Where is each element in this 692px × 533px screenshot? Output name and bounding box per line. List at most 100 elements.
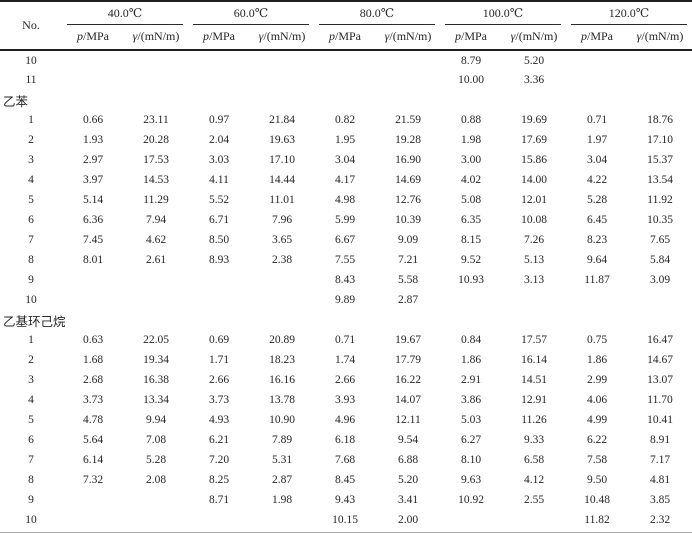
row-number: 2 [28, 134, 34, 146]
pressure-unit: /MPa [208, 29, 235, 43]
pressure-value: 7.20 [208, 454, 230, 466]
pressure-value: 1.97 [586, 134, 608, 146]
tension-symbol: γ [132, 29, 138, 43]
pressure-value [62, 490, 124, 510]
pressure-value: 3.93 [334, 394, 356, 406]
tension-value: 3.36 [523, 74, 545, 86]
temp-header-120c: 120.0℃ [566, 1, 692, 25]
pressure-value: 5.52 [208, 194, 230, 206]
tension-value: 11.26 [521, 414, 547, 426]
tension-value: 9.54 [397, 434, 419, 446]
pressure-value: 2.66 [334, 374, 356, 386]
tension-value: 14.00 [521, 174, 547, 186]
pressure-value: 3.04 [586, 154, 608, 166]
tension-value: 13.78 [269, 394, 295, 406]
pressure-header: p/MPa [188, 25, 250, 51]
row-number: 10 [25, 294, 37, 306]
pressure-value: 3.86 [460, 394, 482, 406]
tension-value [502, 290, 566, 310]
pressure-value: 9.50 [586, 474, 608, 486]
pressure-value: 1.95 [334, 134, 356, 146]
section-label: 乙基环己烷 [3, 314, 66, 329]
pressure-value: 8.25 [208, 474, 230, 486]
pressure-value: 6.45 [586, 214, 608, 226]
pressure-value: 6.35 [460, 214, 482, 226]
temp-label-120c: 120.0℃ [571, 2, 687, 25]
row-number: 8 [28, 474, 34, 486]
pressure-value: 0.71 [334, 334, 356, 346]
table-row: 10 8.79 5.20 [0, 50, 692, 70]
row-number: 10 [25, 54, 37, 67]
table-row: 10 10.15 2.00 11.82 2.32 [0, 510, 692, 530]
pressure-value: 0.66 [82, 114, 104, 126]
tension-value [628, 50, 692, 70]
pressure-value: 4.06 [586, 394, 608, 406]
tension-value: 20.28 [143, 134, 169, 146]
pressure-unit: /MPa [460, 29, 487, 43]
tension-value: 2.61 [145, 254, 167, 266]
pressure-value: 9.63 [460, 474, 482, 486]
tension-value [376, 50, 440, 70]
table-body: 10 8.79 5.20 11 10.00 3.36 乙苯 1 0.66 23.11 0.97 21.… [0, 50, 692, 530]
tension-value: 6.88 [397, 454, 419, 466]
pressure-value: 3.73 [82, 394, 104, 406]
tension-value: 3.85 [649, 494, 671, 506]
tension-value: 4.62 [145, 234, 167, 246]
tension-value [250, 270, 314, 290]
tension-unit: /(mN/m) [263, 29, 306, 43]
tension-header: γ/(mN/m) [250, 25, 314, 51]
pressure-value: 5.14 [82, 194, 104, 206]
pressure-value: 9.64 [586, 254, 608, 266]
pressure-value: 1.93 [82, 134, 104, 146]
section-label: 乙苯 [3, 94, 29, 109]
temp-header-60c: 60.0℃ [188, 1, 314, 25]
pressure-value: 10.93 [458, 274, 484, 286]
pressure-value: 0.75 [586, 334, 608, 346]
tension-header: γ/(mN/m) [502, 25, 566, 51]
tension-value [250, 70, 314, 90]
tension-value: 19.67 [395, 334, 421, 346]
tension-value: 7.21 [397, 254, 419, 266]
tension-value: 2.38 [271, 254, 293, 266]
pressure-value: 4.99 [586, 414, 608, 426]
pressure-value [62, 290, 124, 310]
row-number: 4 [28, 174, 34, 186]
table-row: 4 3.97 14.53 4.11 14.44 4.17 14.69 4.02 14.00 4.2… [0, 170, 692, 190]
table-row: 9 8.71 1.98 9.43 3.41 10.92 2.55 10.48 3.85 [0, 490, 692, 510]
pressure-value: 4.11 [209, 174, 229, 186]
pressure-value: 2.99 [586, 374, 608, 386]
temp-header-100c: 100.0℃ [440, 1, 566, 25]
pressure-symbol: p [76, 29, 83, 43]
row-number: 11 [25, 74, 37, 86]
pressure-unit: /MPa [82, 29, 109, 43]
pressure-value [314, 50, 376, 70]
tension-value: 3.09 [649, 274, 671, 286]
pressure-value [188, 510, 250, 530]
table-row: 3 2.68 16.38 2.66 16.16 2.66 16.22 2.91 14.51 2.9… [0, 370, 692, 390]
tension-value: 7.65 [649, 234, 671, 246]
pressure-value: 1.98 [460, 134, 482, 146]
tension-value: 9.94 [145, 414, 167, 426]
tension-value: 17.79 [395, 354, 421, 366]
pressure-value: 5.64 [82, 434, 104, 446]
pressure-value: 9.89 [334, 294, 356, 306]
pressure-symbol: p [328, 29, 335, 43]
pressure-value: 6.18 [334, 434, 356, 446]
tension-symbol: γ [258, 29, 264, 43]
pressure-unit: /MPa [334, 29, 361, 43]
tension-value: 17.69 [521, 134, 547, 146]
table-row: 3 2.97 17.53 3.03 17.10 3.04 16.90 3.00 15.86 3.0… [0, 150, 692, 170]
tension-unit: /(mN/m) [515, 29, 558, 43]
pressure-value: 0.82 [334, 114, 356, 126]
pressure-value: 3.97 [82, 174, 104, 186]
tension-value: 5.58 [397, 274, 419, 286]
pressure-value [566, 290, 628, 310]
pressure-value [62, 510, 124, 530]
tension-value: 20.89 [269, 334, 295, 346]
temp-header-40c: 40.0℃ [62, 1, 188, 25]
table-row: 2 1.68 19.34 1.71 18.23 1.74 17.79 1.86 16.14 1.8… [0, 350, 692, 370]
tension-value: 7.94 [145, 214, 167, 226]
tension-value [124, 70, 188, 90]
tension-value [124, 290, 188, 310]
pressure-value: 8.01 [82, 254, 104, 266]
